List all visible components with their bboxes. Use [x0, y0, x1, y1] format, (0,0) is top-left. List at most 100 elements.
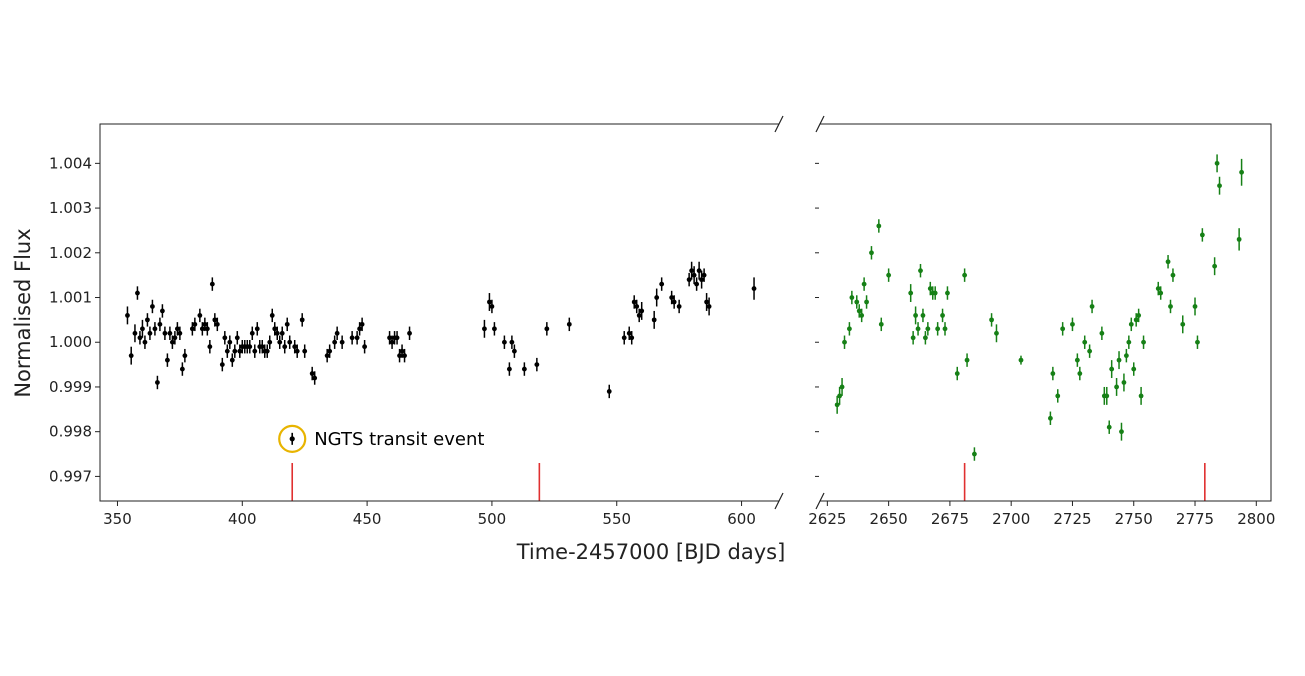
point-marker: [925, 326, 931, 332]
point-marker: [842, 339, 847, 345]
point-marker: [544, 326, 550, 332]
data-point: [269, 308, 275, 323]
data-point: [1168, 299, 1173, 314]
data-point: [1074, 353, 1080, 367]
x-tick-label: 550: [602, 510, 631, 528]
point-marker: [1165, 259, 1171, 265]
data-point: [299, 313, 305, 327]
point-marker: [135, 290, 140, 296]
data-point: [918, 263, 923, 278]
point-marker: [654, 295, 660, 300]
data-point: [954, 366, 960, 381]
point-marker: [1239, 169, 1244, 175]
data-point: [671, 295, 677, 309]
data-point: [626, 326, 632, 341]
point-marker: [165, 357, 170, 363]
data-point: [1121, 373, 1127, 392]
point-marker: [394, 335, 400, 341]
data-point: [140, 319, 145, 338]
y-tick-label: 1.001: [49, 289, 92, 307]
data-point: [606, 384, 612, 399]
point-marker: [1114, 384, 1119, 390]
point-marker: [247, 344, 253, 350]
data-point: [274, 326, 280, 341]
data-point: [1236, 228, 1242, 251]
point-marker: [856, 308, 862, 314]
data-point: [534, 357, 540, 372]
data-point: [751, 277, 757, 300]
point-marker: [177, 330, 183, 336]
data-point: [172, 331, 178, 345]
data-point: [234, 331, 240, 345]
data-point: [264, 344, 270, 358]
data-point: [145, 313, 150, 327]
data-point: [254, 322, 260, 336]
point-marker: [137, 335, 143, 341]
data-point: [277, 335, 283, 349]
data-point: [302, 344, 308, 358]
data-point: [407, 326, 412, 341]
point-marker: [179, 366, 185, 372]
right-transit-markers: [963, 463, 1206, 501]
point-marker: [908, 290, 914, 296]
data-point: [859, 308, 865, 323]
data-point: [1087, 344, 1093, 358]
y-tick-label: 1.000: [49, 333, 92, 351]
point-marker: [629, 335, 635, 341]
data-point: [856, 304, 862, 318]
data-point: [312, 371, 318, 385]
point-marker: [1158, 290, 1164, 296]
data-point: [1116, 351, 1122, 370]
point-marker: [699, 277, 705, 283]
data-point: [942, 322, 948, 336]
point-marker: [1155, 286, 1161, 291]
point-marker: [1087, 348, 1093, 354]
data-point: [704, 293, 710, 311]
left-panel-frame: [99, 123, 779, 502]
point-marker: [492, 326, 497, 332]
point-marker: [197, 313, 203, 318]
point-marker: [1104, 393, 1110, 399]
data-point: [1077, 366, 1083, 381]
data-point: [202, 317, 208, 332]
data-point: [128, 346, 134, 365]
data-point: [227, 335, 233, 349]
data-point: [189, 322, 195, 336]
point-marker: [487, 299, 492, 305]
data-point: [629, 331, 635, 345]
point-marker: [994, 330, 999, 336]
point-marker: [229, 357, 235, 363]
data-point: [1158, 286, 1164, 300]
point-marker: [1070, 321, 1075, 327]
data-point: [147, 326, 153, 341]
left-axis-break-marks: [774, 115, 784, 510]
point-marker: [207, 344, 213, 350]
point-marker: [354, 335, 360, 341]
point-marker: [1217, 183, 1222, 189]
point-marker: [294, 348, 300, 354]
point-marker: [489, 304, 495, 309]
point-marker: [1180, 321, 1186, 327]
point-marker: [334, 330, 340, 336]
left-x-ticks: 350 400 450 500 550 600: [103, 501, 756, 528]
point-marker: [254, 326, 260, 332]
data-point: [394, 331, 400, 345]
data-point: [935, 322, 941, 336]
point-marker: [192, 321, 198, 327]
data-point: [544, 322, 550, 336]
data-point: [502, 335, 507, 349]
point-marker: [349, 335, 355, 341]
point-marker: [1082, 339, 1088, 345]
data-point: [506, 362, 512, 376]
point-marker: [204, 326, 210, 332]
data-point: [177, 326, 183, 341]
point-marker: [312, 375, 318, 381]
point-marker: [128, 353, 134, 359]
point-marker: [202, 321, 208, 327]
point-marker: [915, 326, 921, 332]
data-point: [834, 395, 840, 414]
data-point: [837, 386, 843, 405]
data-point: [157, 317, 163, 332]
point-marker: [172, 335, 178, 341]
data-point: [922, 331, 928, 345]
